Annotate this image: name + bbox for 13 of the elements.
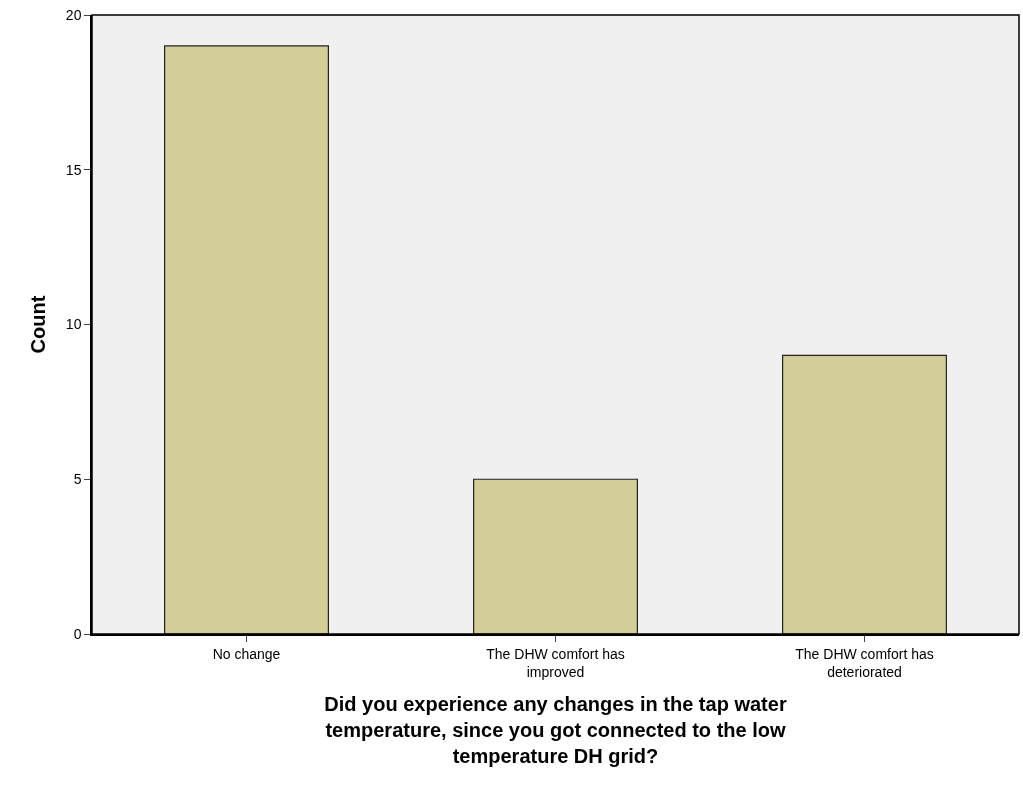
x-tick-label: The DHW comfort has deteriorated xyxy=(795,645,934,680)
x-axis-title: Did you experience any changes in the tap water temperature, since you got connected to the low temperature DH grid? xyxy=(324,692,787,767)
y-tick-label: 15 xyxy=(65,161,82,178)
y-tick-label: 5 xyxy=(73,471,82,488)
y-tick-label: 10 xyxy=(65,316,82,333)
bar xyxy=(164,45,329,634)
x-tick-label: No change xyxy=(212,645,281,662)
bar xyxy=(473,478,638,634)
y-axis-title: Count xyxy=(26,295,49,354)
y-tick-label: 0 xyxy=(73,625,82,642)
y-tick-label: 20 xyxy=(65,6,82,23)
bar xyxy=(782,354,947,634)
x-tick-label: The DHW comfort has improved xyxy=(486,645,625,680)
